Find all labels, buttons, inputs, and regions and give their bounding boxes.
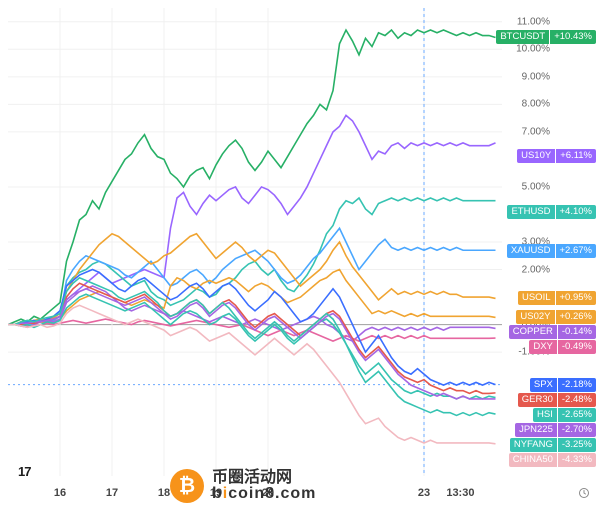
x-tick-label-time: 13:30 [446, 487, 474, 499]
legend-name: CHINA50 [509, 453, 557, 467]
legend-entry-copper[interactable]: COPPER-0.14% [509, 325, 596, 339]
chart-root: -1.00%0.00%2.00%3.00%5.00%7.00%8.00%9.00… [0, 0, 600, 509]
legend-entry-usoil[interactable]: USOIL+0.95% [518, 291, 596, 305]
legend-name: NYFANG [510, 438, 557, 452]
x-tick-label: 17 [106, 487, 118, 499]
legend-name: ETHUSD [507, 205, 554, 219]
tradingview-logo-icon[interactable]: 17 [18, 464, 30, 479]
legend-value: +0.95% [556, 291, 597, 305]
legend-entry-nyfang[interactable]: NYFANG-3.25% [510, 438, 596, 452]
legend-value: -4.33% [558, 453, 596, 467]
legend-entry-jpn225[interactable]: JPN225-2.70% [515, 423, 596, 437]
legend-entry-spx[interactable]: SPX-2.18% [530, 378, 596, 392]
legend-entry-china50[interactable]: CHINA50-4.33% [509, 453, 596, 467]
legend-name: US10Y [517, 149, 555, 163]
legend-entry-xauusd[interactable]: XAUUSD+2.67% [507, 244, 596, 258]
y-tick-label: 10.00% [516, 44, 550, 55]
legend-name: GER30 [518, 393, 557, 407]
legend-value: +10.43% [550, 30, 596, 44]
legend-name: SPX [530, 378, 557, 392]
legend-value: +2.67% [556, 244, 597, 258]
legend-value: -2.48% [558, 393, 596, 407]
y-tick-label: 8.00% [522, 99, 550, 110]
legend-name: COPPER [509, 325, 557, 339]
legend-value: -0.49% [558, 340, 596, 354]
legend-name: XAUUSD [507, 244, 555, 258]
legend-entry-dxy[interactable]: DXY-0.49% [529, 340, 596, 354]
x-tick-label: 20 [262, 487, 274, 499]
legend-value: -2.18% [558, 378, 596, 392]
legend-value: -3.25% [558, 438, 596, 452]
x-tick-label: 19 [210, 487, 222, 499]
legend-name: BTCUSDT [496, 30, 549, 44]
x-tick-label: 23 [418, 487, 430, 499]
chart-plot-area[interactable] [8, 8, 502, 476]
legend-value: -2.65% [558, 408, 596, 422]
legend-value: -0.14% [558, 325, 596, 339]
legend-entry-ethusd[interactable]: ETHUSD+4.10% [507, 205, 596, 219]
legend-entry-ger30[interactable]: GER30-2.48% [518, 393, 596, 407]
legend-name: USOIL [518, 291, 555, 305]
legend-name: JPN225 [515, 423, 557, 437]
legend-value: +6.11% [556, 149, 596, 163]
y-tick-label: 2.00% [522, 264, 550, 275]
legend-name: DXY [529, 340, 557, 354]
legend-value: -2.70% [558, 423, 596, 437]
y-tick-label: 5.00% [522, 181, 550, 192]
legend-value: +0.26% [556, 310, 597, 324]
x-tick-label: 18 [158, 487, 170, 499]
legend-name: US02Y [516, 310, 554, 324]
legend-value: +4.10% [556, 205, 597, 219]
y-tick-label: 7.00% [522, 126, 550, 137]
x-tick-label: 16 [54, 487, 66, 499]
legend-entry-btcusdt[interactable]: BTCUSDT+10.43% [496, 30, 596, 44]
legend-name: HSI [533, 408, 557, 422]
legend-entry-us02y[interactable]: US02Y+0.26% [516, 310, 596, 324]
y-tick-label: 9.00% [522, 71, 550, 82]
y-tick-label: 11.00% [517, 16, 550, 27]
legend-entry-hsi[interactable]: HSI-2.65% [533, 408, 596, 422]
legend-entry-us10y[interactable]: US10Y+6.11% [517, 149, 596, 163]
clock-icon[interactable] [578, 487, 590, 499]
